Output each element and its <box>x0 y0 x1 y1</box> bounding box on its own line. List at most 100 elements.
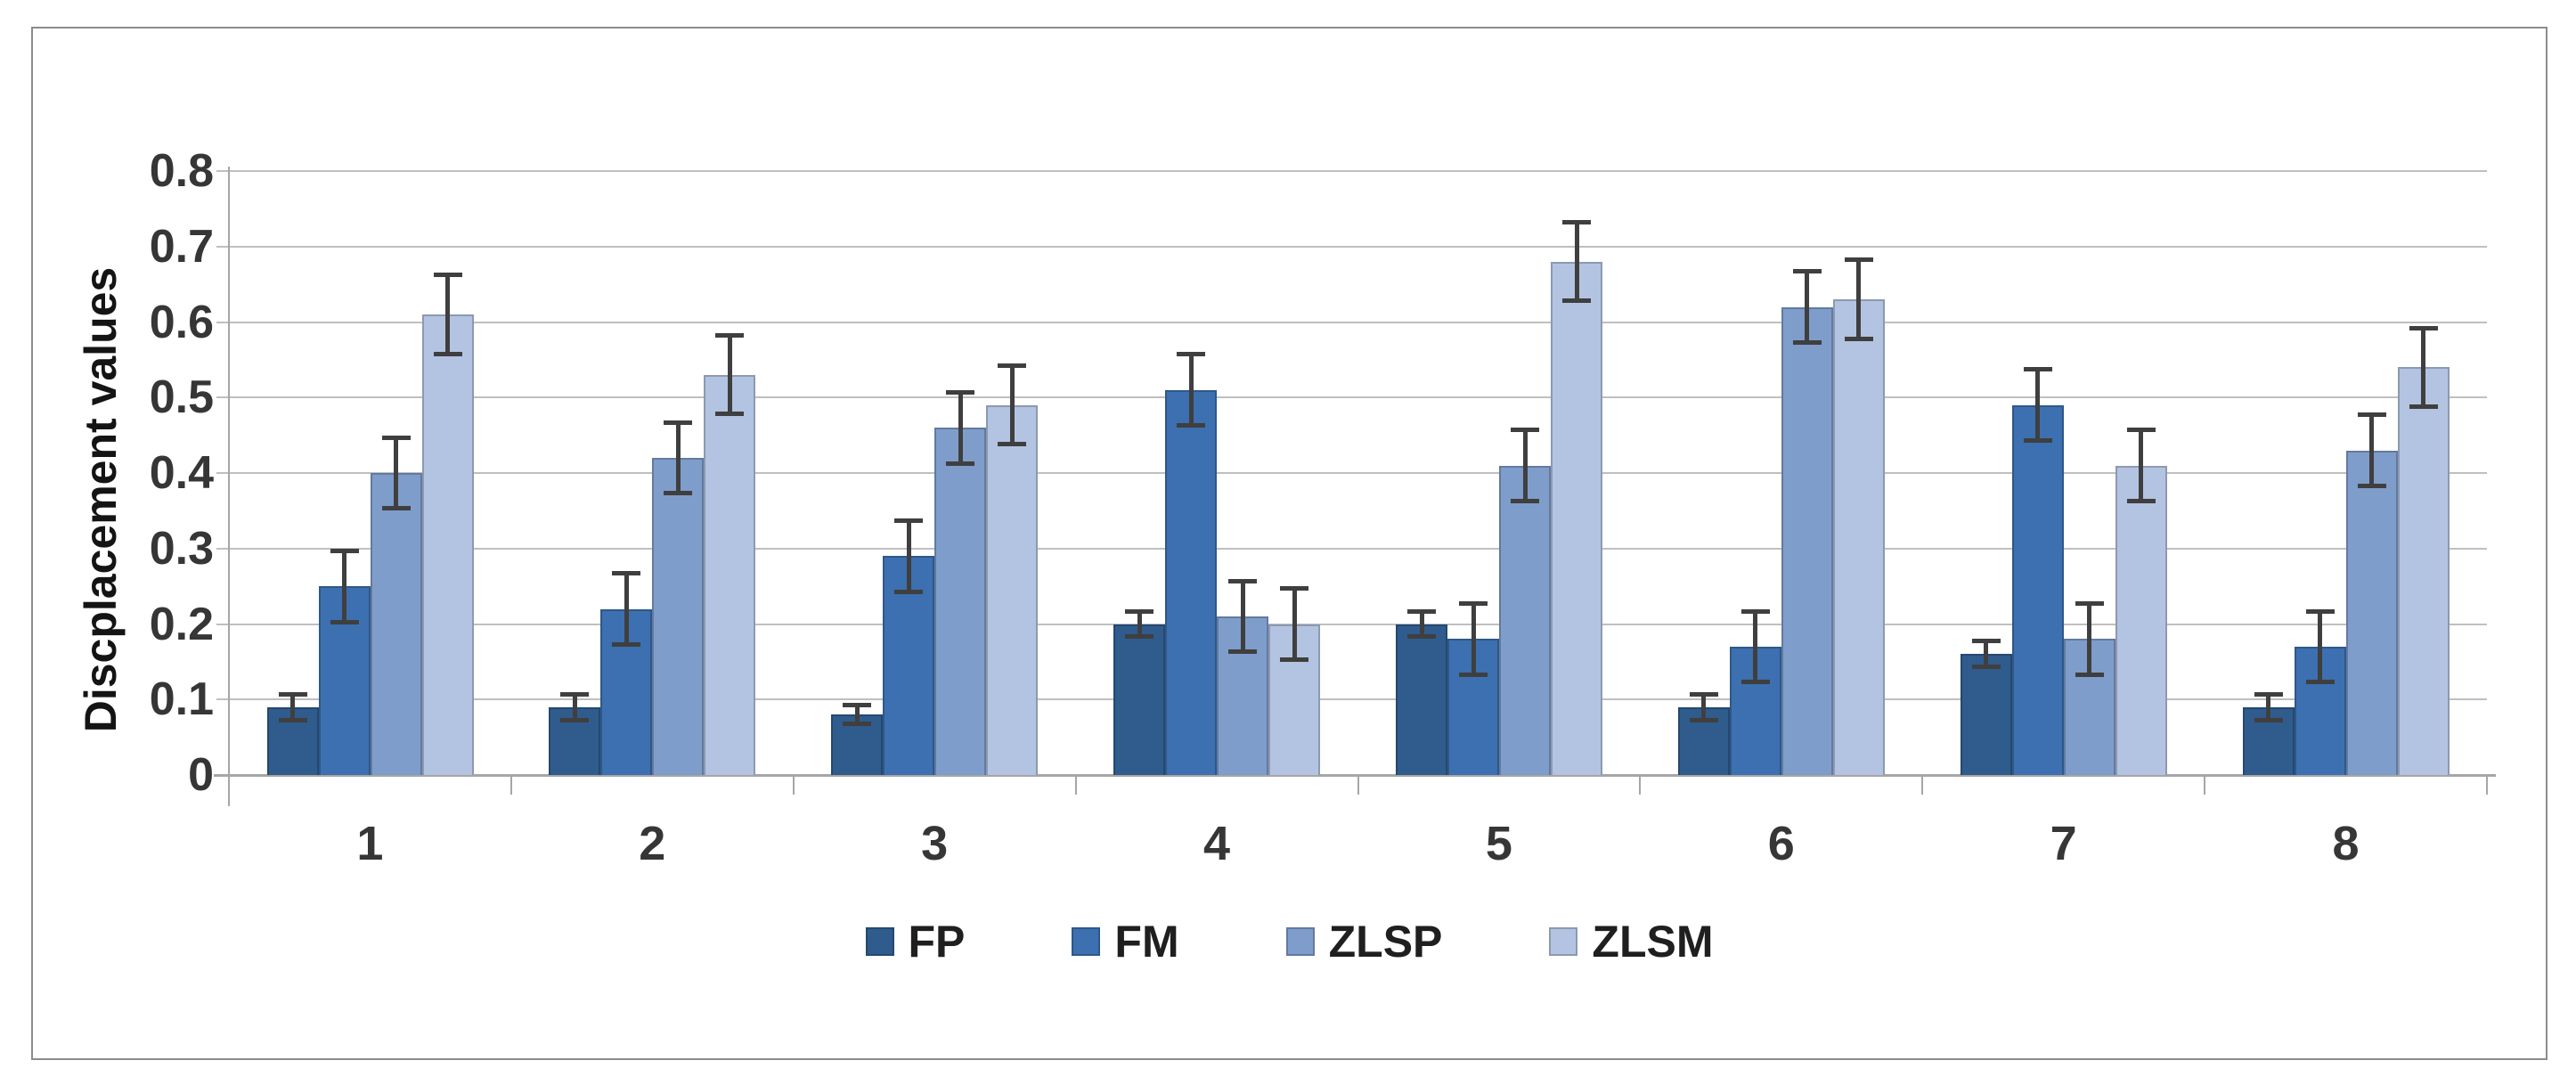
bar-FM-2 <box>600 608 653 775</box>
gridline-0.1 <box>216 698 2487 701</box>
error-bar-cap-top-ZLSM-2 <box>715 333 745 339</box>
x-axis-tick <box>1639 775 1642 795</box>
bar-ZLSP-2 <box>652 458 705 775</box>
legend-swatch-FM <box>1072 927 1101 956</box>
bar-FP-7 <box>1960 654 2012 775</box>
gridline-0.8 <box>216 170 2487 172</box>
y-tick-label-0.8: 0.8 <box>149 145 214 197</box>
bar-ZLSM-6 <box>1832 299 1885 775</box>
error-bar-line-ZLSP-1 <box>394 435 398 511</box>
error-bar-cap-bottom-ZLSP-4 <box>1228 649 1258 655</box>
error-bar-cap-bottom-FM-4 <box>1177 423 1206 428</box>
x-tick-label-7: 7 <box>2050 817 2077 870</box>
x-axis-tick <box>2486 775 2488 795</box>
legend-item-FP: FP <box>865 919 965 964</box>
legend-label-ZLSM: ZLSM <box>1592 917 1714 967</box>
error-bar-line-FM-1 <box>342 548 346 624</box>
bar-ZLSM-3 <box>986 404 1039 775</box>
error-bar-cap-top-FM-1 <box>330 548 359 553</box>
error-bar-line-ZLSP-5 <box>1522 428 1528 503</box>
error-bar-line-ZLSP-3 <box>958 389 963 466</box>
chart-frame: Discplacement values 0 0.1 0.2 0.3 0.4 0.5 0.6… <box>31 27 2547 1060</box>
y-tick-label-0.2: 0.2 <box>149 598 214 650</box>
error-bar-cap-bottom-ZLSP-8 <box>2357 483 2386 488</box>
x-axis-tick <box>228 775 230 795</box>
error-bar-cap-bottom-FP-6 <box>1689 717 1718 722</box>
y-tick-label-0: 0 <box>188 749 214 801</box>
x-axis-tick <box>1357 775 1359 795</box>
error-bar-cap-top-ZLSP-1 <box>381 435 411 440</box>
legend-swatch-ZLSM <box>1549 927 1578 956</box>
x-tick-label-5: 5 <box>1485 817 1512 870</box>
bar-ZLSP-5 <box>1499 465 1551 775</box>
error-bar-cap-bottom-ZLSP-1 <box>381 506 411 511</box>
error-bar-line-FP-2 <box>572 691 577 722</box>
bar-ZLSM-1 <box>421 314 474 775</box>
error-bar-cap-top-FP-6 <box>1689 691 1718 697</box>
legend-swatch-ZLSP <box>1285 927 1315 956</box>
error-bar-cap-top-ZLSP-2 <box>664 420 693 425</box>
x-tick-label-8: 8 <box>2332 817 2360 870</box>
error-bar-cap-bottom-ZLSM-5 <box>1562 298 1591 304</box>
error-bar-line-FM-6 <box>1753 608 1758 685</box>
y-tick-label-0.5: 0.5 <box>149 371 214 424</box>
x-tick-label-6: 6 <box>1767 817 1795 870</box>
error-bar-cap-bottom-ZLSP-3 <box>946 461 975 466</box>
error-bar-line-FM-5 <box>1471 601 1476 677</box>
error-bar-cap-bottom-FP-4 <box>1125 634 1154 640</box>
bar-ZLSP-6 <box>1781 306 1833 775</box>
error-bar-cap-top-FM-8 <box>2305 608 2335 614</box>
error-bar-cap-bottom-FP-1 <box>278 717 307 722</box>
error-bar-line-ZLSM-3 <box>1009 363 1015 447</box>
error-bar-cap-top-ZLSM-7 <box>2126 428 2156 433</box>
bar-FP-2 <box>549 706 601 775</box>
legend-label-ZLSP: ZLSP <box>1328 917 1443 967</box>
error-bar-cap-bottom-ZLSM-3 <box>998 442 1027 447</box>
gridline-0.7 <box>216 245 2487 248</box>
error-bar-cap-bottom-ZLSP-5 <box>1511 498 1539 503</box>
bar-ZLSP-1 <box>370 473 422 775</box>
error-bar-cap-top-FM-6 <box>1740 608 1770 614</box>
error-bar-line-FM-4 <box>1188 352 1194 428</box>
error-bar-cap-bottom-ZLSM-4 <box>1280 657 1309 662</box>
error-bar-cap-top-FP-1 <box>278 691 307 697</box>
error-bar-cap-bottom-ZLSP-7 <box>2075 672 2104 677</box>
error-bar-cap-top-FP-3 <box>843 703 872 708</box>
error-bar-cap-bottom-FM-6 <box>1740 680 1770 685</box>
error-bar-line-FP-1 <box>290 691 295 722</box>
x-axis-tick <box>2204 775 2206 795</box>
error-bar-line-ZLSM-5 <box>1574 220 1579 304</box>
error-bar-cap-bottom-ZLSP-6 <box>1792 339 1822 345</box>
legend-item-ZLSP: ZLSP <box>1285 917 1443 967</box>
legend-item-FM: FM <box>1072 917 1179 967</box>
y-tick-label-0.4: 0.4 <box>149 447 214 499</box>
error-bar-cap-bottom-FM-8 <box>2305 680 2335 685</box>
error-bar-line-FP-5 <box>1419 608 1424 640</box>
legend-label-FM: FM <box>1114 917 1179 967</box>
error-bar-cap-bottom-FM-5 <box>1459 672 1488 677</box>
error-bar-line-ZLSM-6 <box>1856 257 1862 341</box>
error-bar-cap-top-FM-4 <box>1177 352 1206 357</box>
error-bar-line-FP-4 <box>1137 608 1142 640</box>
error-bar-cap-bottom-ZLSM-6 <box>1844 336 1873 341</box>
error-bar-cap-bottom-FP-3 <box>843 721 872 726</box>
x-axis-tick <box>509 775 512 795</box>
error-bar-cap-top-ZLSM-6 <box>1844 257 1873 263</box>
error-bar-line-ZLSP-2 <box>675 420 681 496</box>
gridline-0.2 <box>216 623 2487 625</box>
error-bar-cap-bottom-FP-5 <box>1407 634 1436 640</box>
legend-swatch-FP <box>865 927 894 956</box>
error-bar-cap-bottom-ZLSM-2 <box>715 412 745 417</box>
y-axis-line <box>228 167 230 806</box>
error-bar-cap-bottom-FM-2 <box>612 641 641 647</box>
x-axis-line <box>214 774 2496 777</box>
bar-ZLSM-5 <box>1551 261 1602 775</box>
error-bar-cap-top-ZLSP-4 <box>1228 578 1258 583</box>
error-bar-line-FP-7 <box>1984 639 1989 670</box>
bar-ZLSP-8 <box>2345 450 2398 775</box>
error-bar-cap-top-ZLSM-1 <box>433 273 462 278</box>
error-bar-cap-bottom-FM-1 <box>330 619 359 624</box>
gridline-0.6 <box>216 321 2487 323</box>
bar-ZLSM-8 <box>2397 367 2450 775</box>
error-bar-cap-bottom-ZLSP-2 <box>664 491 693 496</box>
